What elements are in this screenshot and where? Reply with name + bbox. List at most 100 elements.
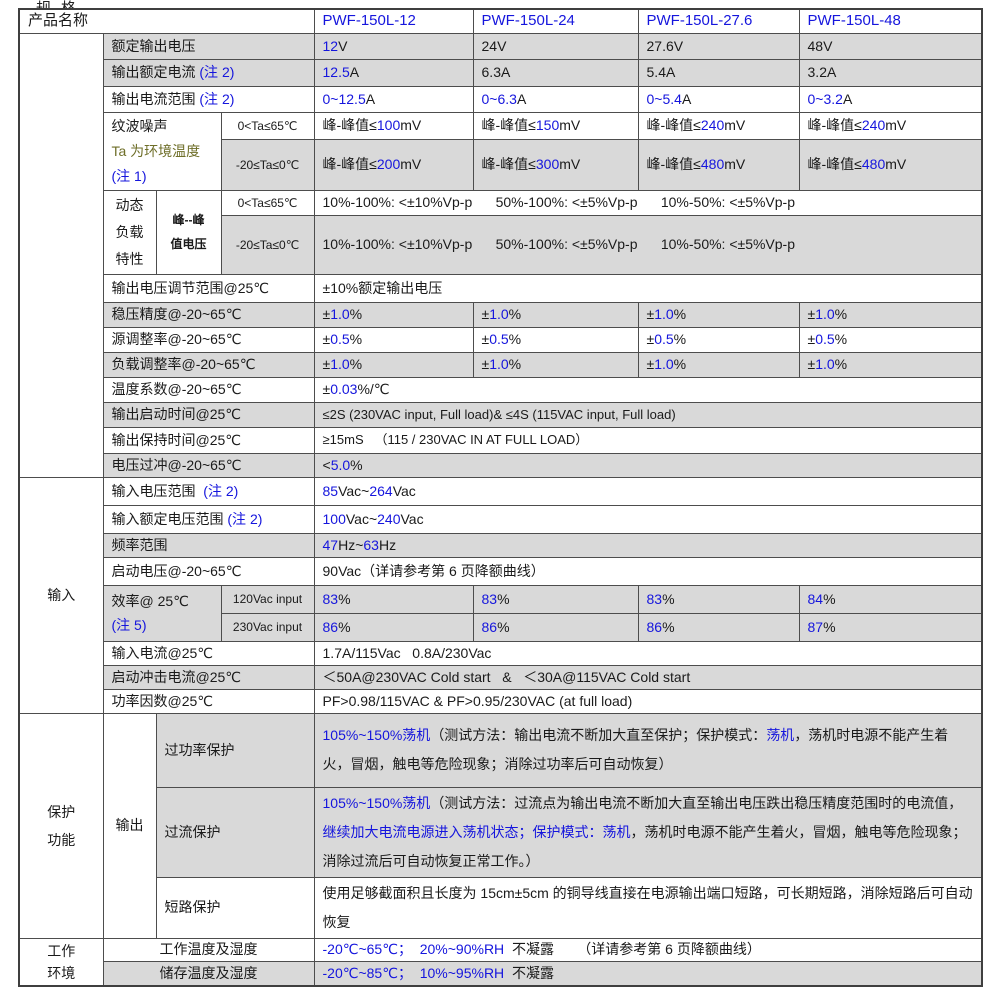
table-row-temp-coefficient: 温度系数@-20~65℃ ±0.03%/℃ [19,376,983,403]
table-row-storage-temp-humidity: 储存温度及湿度 -20℃~85℃； 10%~95%RH 不凝露 [19,961,983,986]
ripple-temp-low-label: -20≤Ta≤0℃ [220,138,315,191]
short-circuit-protection-label: 短路保护 [155,876,315,939]
dynamic-temp-low-label: -20≤Ta≤0℃ [220,214,315,275]
clipped-heading-fragment: 规格 [36,0,1000,8]
table-row-ripple-noise-low: -20≤Ta≤0℃ 峰-峰值≤200mV 峰-峰值≤300mV 峰-峰值≤480mV 峰… [19,138,983,191]
protection-section-label: 保护 功能 [18,712,104,939]
over-current-protection-label: 过流保护 [155,786,315,878]
storage-temp-humidity-label: 储存温度及湿度 [102,961,315,986]
regulation-accuracy-value-4: ±1.0% [798,301,983,328]
temp-coefficient-value-1: ±0.03%/℃ [313,376,983,403]
input-voltage-range-value-2: 85Vac~264Vac [313,476,983,506]
over-power-protection-value-3: 105%~150%荡机（测试方法：输出电流不断加大直至保护；保护模式：荡机，荡机… [313,712,983,788]
table-row-inrush-current: 启动冲击电流@25℃ ＜50A@230VAC Cold start & ＜30A@… [19,664,983,690]
model-pwf-150l-24: PWF-150L-24 [472,8,639,34]
voltage-adjust-range-label: 输出电压调节范围@25℃ [102,273,315,303]
model-pwf-150l-48: PWF-150L-48 [798,8,983,34]
output-current-range-value-3: 0~5.4A [637,85,800,113]
table-row-power-factor: 功率因数@25℃ PF>0.98/115VAC & PF>0.95/230VAC … [19,688,983,714]
efficiency-230vac-label: 230Vac input [220,612,315,642]
regulation-accuracy-value-1: ±1.0% [313,301,474,328]
ripple-temp-high-label: 0<Ta≤65℃ [220,111,315,140]
voltage-adjust-range-value-1: ±10%额定输出电压 [313,273,983,303]
table-row-regulation-accuracy: 稳压精度@-20~65℃ ±1.0% ±1.0% ±1.0% ±1.0% [19,301,983,328]
startup-voltage-label: 启动电压@-20~65℃ [102,556,315,586]
input-rated-voltage-range-label: 输入额定电压范围 (注 2) [102,504,315,534]
startup-time-value-1: ≤2S (230VAC input, Full load)& ≤4S (115V… [313,401,983,428]
rated-output-current-label: 输出额定电流 (注 2) [102,58,315,87]
input-rated-voltage-range-value-1: 100Vac~240Vac [313,504,983,534]
efficiency-230-value-1: 86% [313,612,474,642]
ripple-noise-high-value-3: 峰-峰值≤150mV [472,111,639,140]
ripple-noise-label: 纹波噪声 Ta 为环境温度 (注 1) [102,111,222,191]
table-row-voltage-overshoot: 电压过冲@-20~65℃ <5.0% [19,452,983,478]
ripple-noise-low-value-4: 峰-峰值≤480mV [798,138,983,191]
voltage-overshoot-label: 电压过冲@-20~65℃ [102,452,315,478]
table-row-hold-time: 输出保持时间@25℃ ≥15mS （115 / 230VAC IN AT FULL… [19,426,983,454]
ripple-noise-low-value-2: 峰-峰值≤300mV [472,138,639,191]
efficiency-120-value-2: 83% [313,584,474,614]
table-row-startup-voltage: 启动电压@-20~65℃ 90Vac（详请参考第 6 页降额曲线） [19,556,983,586]
spec-table: 产品名称 PWF-150L-12 PWF-150L-24 PWF-150L-27.6 P… [18,8,984,987]
clipped-heading-text: 规格 [36,0,86,8]
operating-temp-humidity-label: 工作温度及湿度 [102,937,315,963]
output-current-range-label: 输出电流范围 (注 2) [102,85,315,113]
rated-output-current-value-2: 6.3A [472,58,639,87]
table-row-rated-output-voltage: 额定输出电压 12V 24V 27.6V 48V [18,32,983,478]
table-row-over-power-protection: 保护 功能 输出 过功率保护 105%~150%荡机（测试方法：输出电流不断加大直至保护… [18,712,983,939]
table-row-input-current: 输入电流@25℃ 1.7A/115Vac 0.8A/230Vac [19,640,983,666]
startup-time-label: 输出启动时间@25℃ [102,401,315,428]
table-row-ripple-noise-high: 纹波噪声 Ta 为环境温度 (注 1) 0<Ta≤65℃ 峰-峰值≤100mV 峰-峰值≤… [19,111,983,191]
over-current-protection-value-1: 105%~150%荡机（测试方法：过流点为输出电流不断加大直至输出电压跌出稳压精… [313,786,983,878]
hold-time-value-1: ≥15mS （115 / 230VAC IN AT FULL LOAD） [313,426,983,454]
efficiency-230-value-3: 86% [637,612,800,642]
efficiency-120-value-4: 83% [637,584,800,614]
ripple-noise-high-value-5: 峰-峰值≤240mV [798,111,983,140]
dynamic-temp-high-label: 0<Ta≤65℃ [220,189,315,216]
operating-temp-humidity-value-2: -20℃~65℃； 20%~90%RH 不凝露 （详请参考第 6 页降额曲线） [313,937,983,963]
hold-time-label: 输出保持时间@25℃ [102,426,315,454]
table-row-operating-temp-humidity: 工作 环境 工作温度及湿度 -20℃~65℃； 20%~90%RH 不凝露 （详请参考… [18,937,983,986]
efficiency-label: 效率@ 25℃ (注 5) [102,584,222,642]
peak-peak-voltage-label: 峰--峰 值电压 [155,189,222,275]
line-regulation-value-1: ±0.5% [313,326,474,353]
input-current-value-1: 1.7A/115Vac 0.8A/230Vac [313,640,983,666]
protection-output-label: 输出 [102,712,157,939]
line-regulation-label: 源调整率@-20~65℃ [102,326,315,353]
over-power-protection-label: 过功率保护 [155,712,315,788]
table-row-dynamic-load-low: -20≤Ta≤0℃ 10%-100%: <±10%Vp-p 50%-100%: <… [19,214,983,275]
table-row-input-rated-voltage-range: 输入额定电压范围 (注 2) 100Vac~240Vac [19,504,983,534]
load-regulation-value-1: ±1.0% [313,351,474,378]
rated-output-voltage-value-4: 27.6V [637,32,800,60]
table-row-efficiency-230: 230Vac input 86% 86% 86% 87% [19,612,983,642]
rated-output-current-value-3: 5.4A [637,58,800,87]
load-regulation-label: 负载调整率@-20~65℃ [102,351,315,378]
power-factor-label: 功率因数@25℃ [102,688,315,714]
table-row-short-circuit-protection: 短路保护 使用足够截面积且长度为 15cm±5cm 的铜导线直接在电源输出端口短路… [19,876,983,939]
efficiency-230-value-4: 87% [798,612,983,642]
table-row-line-regulation: 源调整率@-20~65℃ ±0.5% ±0.5% ±0.5% ±0.5% [19,326,983,353]
ripple-noise-low-value-1: 峰-峰值≤200mV [313,138,474,191]
power-factor-value-1: PF>0.98/115VAC & PF>0.95/230VAC (at full… [313,688,983,714]
regulation-accuracy-value-2: ±1.0% [472,301,639,328]
ripple-noise-high-value-4: 峰-峰值≤240mV [637,111,800,140]
input-current-label: 输入电流@25℃ [102,640,315,666]
table-row-frequency-range: 频率范围 47Hz~63Hz [19,532,983,558]
table-row-output-current-range: 输出电流范围 (注 2) 0~12.5A 0~6.3A 0~5.4A 0~3.2A [19,85,983,113]
startup-voltage-value-1: 90Vac（详请参考第 6 页降额曲线） [313,556,983,586]
regulation-accuracy-value-3: ±1.0% [637,301,800,328]
table-row-efficiency-120: 效率@ 25℃ (注 5) 120Vac input 83% 83% 83% 84% [19,584,983,642]
ripple-noise-high-value-2: 峰-峰值≤100mV [313,111,474,140]
model-pwf-150l-27-6: PWF-150L-27.6 [637,8,800,34]
table-row-header: 产品名称 PWF-150L-12 PWF-150L-24 PWF-150L-27.6 P… [18,8,983,34]
efficiency-230-value-2: 86% [472,612,639,642]
short-circuit-protection-value-1: 使用足够截面积且长度为 15cm±5cm 的铜导线直接在电源输出端口短路，可长期… [313,876,983,939]
regulation-accuracy-label: 稳压精度@-20~65℃ [102,301,315,328]
rated-output-current-value-4: 3.2A [798,58,983,87]
load-regulation-value-4: ±1.0% [798,351,983,378]
output-section-spacer [18,32,104,478]
model-pwf-150l-12: PWF-150L-12 [313,8,474,34]
efficiency-120-value-5: 84% [798,584,983,614]
table-row-load-regulation: 负载调整率@-20~65℃ ±1.0% ±1.0% ±1.0% ±1.0% [19,351,983,378]
temp-coefficient-label: 温度系数@-20~65℃ [102,376,315,403]
